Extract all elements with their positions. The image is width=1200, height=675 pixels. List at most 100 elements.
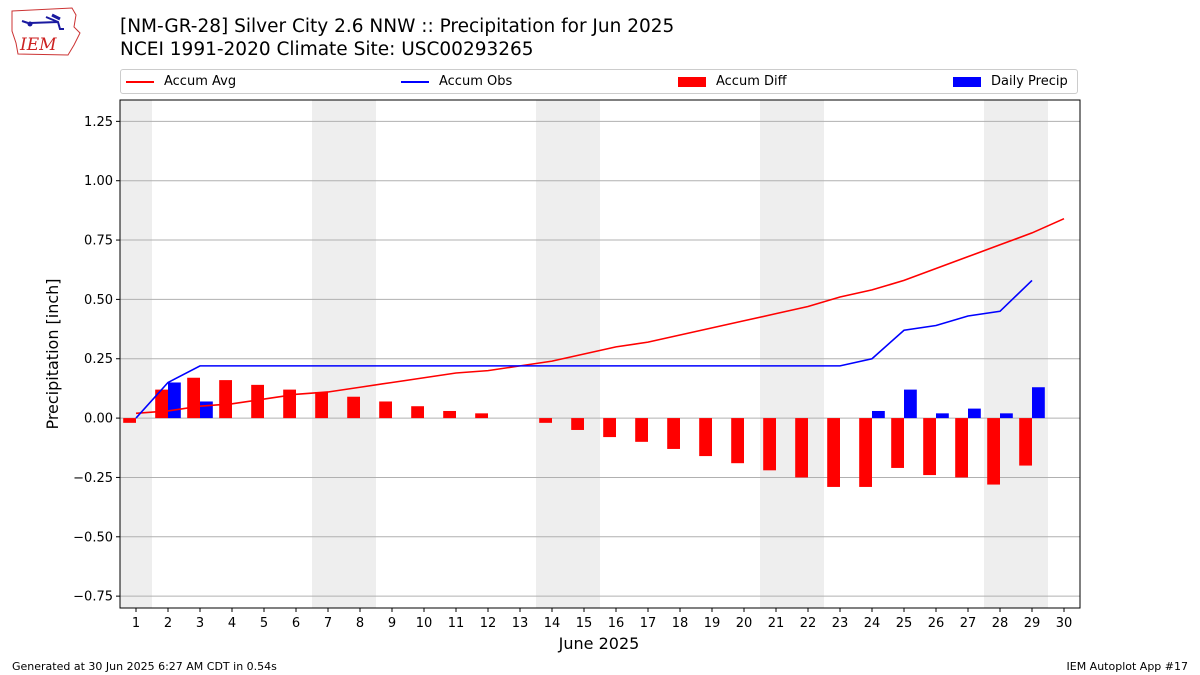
bar-layer [123, 377, 1045, 487]
x-tick-label: 10 [416, 616, 433, 631]
legend: Accum Avg Accum Obs Accum Diff Daily Pre… [120, 69, 1078, 94]
x-tick-label: 2 [164, 616, 172, 631]
bar-accum-diff [539, 418, 552, 423]
x-tick-label: 16 [608, 616, 625, 631]
x-axis-label: June 2025 [558, 634, 640, 653]
bar-daily-precip [936, 413, 949, 419]
iem-iowa-logo-icon: IEM [11, 7, 81, 56]
x-tick-label: 25 [896, 616, 913, 631]
footer-app-text: IEM Autoplot App #17 [1066, 660, 1189, 673]
x-tick-label: 15 [576, 616, 593, 631]
x-tick-label: 6 [292, 616, 300, 631]
axis-layer: −0.75 −0.50 −0.25 0.00 0.25 0.50 0.75 1.00 1.25 1… [73, 99, 1081, 631]
iem-logo: IEM [8, 5, 82, 59]
y-axis-label: Precipitation [inch] [43, 278, 62, 429]
bar-accum-diff [667, 418, 680, 449]
chart-subtitle: NCEI 1991-2020 Climate Site: USC00293265 [120, 39, 534, 60]
x-tick-label: 19 [704, 616, 721, 631]
weekend-shade [760, 100, 824, 608]
y-tick-label: 0.50 [84, 293, 113, 308]
x-tick-label: 13 [512, 616, 529, 631]
x-tick-label: 7 [324, 616, 332, 631]
legend-swatch-accum-diff [678, 76, 706, 87]
bar-daily-precip [200, 401, 213, 419]
x-tick-label: 14 [544, 616, 561, 631]
bar-accum-diff [763, 418, 776, 471]
y-tick-label: −0.25 [73, 471, 113, 486]
bar-accum-diff [923, 418, 936, 476]
weekend-shading-layer [120, 100, 1048, 608]
x-tick-label: 28 [992, 616, 1009, 631]
line-accum-obs [135, 279, 1033, 419]
y-tick-label: −0.75 [73, 590, 113, 605]
logo-text: IEM [19, 35, 57, 55]
bar-accum-diff [251, 384, 264, 419]
x-tick-label: 4 [228, 616, 236, 631]
bar-accum-diff [987, 418, 1000, 485]
bar-accum-diff [379, 401, 392, 419]
grid-layer [120, 120, 1080, 597]
y-tick-label: 0.00 [84, 412, 113, 427]
x-tick-label: 17 [640, 616, 657, 631]
bar-accum-diff [731, 418, 744, 464]
bar-daily-precip [1032, 387, 1045, 419]
bar-accum-diff [283, 389, 296, 419]
bar-accum-diff [699, 418, 712, 457]
bar-accum-diff [827, 418, 840, 487]
legend-label-accum-obs: Accum Obs [439, 74, 513, 89]
bar-daily-precip [904, 389, 917, 419]
legend-item-accum-avg: Accum Avg [126, 70, 236, 93]
bar-accum-diff [795, 418, 808, 478]
bar-daily-precip [968, 408, 981, 419]
bar-accum-diff [603, 418, 616, 438]
x-tick-label: 22 [800, 616, 817, 631]
y-tick-label: 1.00 [84, 174, 113, 189]
bar-accum-diff [187, 377, 200, 419]
bar-accum-diff [315, 391, 328, 419]
x-tick-label: 9 [388, 616, 396, 631]
bar-accum-diff [123, 418, 136, 423]
x-tick-label: 12 [480, 616, 497, 631]
footer-generated-text: Generated at 30 Jun 2025 6:27 AM CDT in … [12, 660, 277, 673]
weekend-shade [984, 100, 1048, 608]
x-tick-label: 3 [196, 616, 204, 631]
legend-swatch-daily-precip [953, 76, 981, 87]
bar-accum-diff [443, 410, 456, 419]
bar-accum-diff [859, 418, 872, 487]
legend-item-accum-obs: Accum Obs [401, 70, 512, 93]
legend-item-accum-diff: Accum Diff [678, 70, 787, 93]
bar-accum-diff [635, 418, 648, 442]
x-tick-label: 21 [768, 616, 785, 631]
bar-accum-diff [1019, 418, 1032, 466]
y-tick-label: 1.25 [84, 115, 113, 130]
legend-label-daily-precip: Daily Precip [991, 74, 1068, 89]
bar-accum-diff [347, 396, 360, 419]
bar-accum-diff [571, 418, 584, 430]
x-tick-label: 8 [356, 616, 364, 631]
legend-label-accum-diff: Accum Diff [716, 74, 787, 89]
bar-daily-precip [872, 410, 885, 419]
x-tick-label: 1 [132, 616, 140, 631]
plot-frame [119, 99, 1081, 609]
weekend-shade [120, 100, 152, 608]
weekend-shade [312, 100, 376, 608]
weekend-shade [536, 100, 600, 608]
x-tick-label: 26 [928, 616, 945, 631]
legend-item-daily-precip: Daily Precip [953, 70, 1068, 93]
bar-accum-diff [475, 413, 488, 419]
x-tick-label: 30 [1056, 616, 1073, 631]
bar-accum-diff [891, 418, 904, 468]
x-tick-label: 27 [960, 616, 977, 631]
bar-accum-diff [219, 380, 232, 419]
line-accum-avg [135, 217, 1065, 415]
bar-accum-diff [411, 406, 424, 419]
x-tick-label: 11 [448, 616, 465, 631]
x-tick-label: 18 [672, 616, 689, 631]
y-tick-label: 0.75 [84, 234, 113, 249]
chart-title: [NM-GR-28] Silver City 2.6 NNW :: Precip… [120, 16, 675, 37]
x-tick-label: 24 [864, 616, 881, 631]
legend-swatch-accum-avg [126, 80, 154, 83]
bar-daily-precip [168, 382, 181, 419]
y-tick-label: 0.25 [84, 352, 113, 367]
